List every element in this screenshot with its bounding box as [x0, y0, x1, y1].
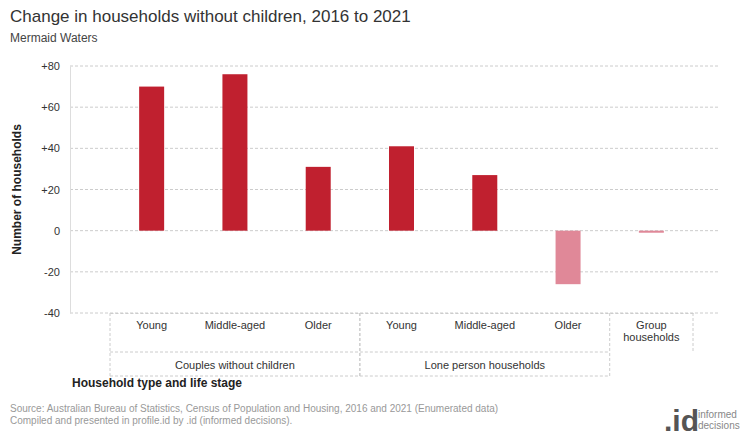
y-tick-label: -40 — [44, 307, 60, 319]
bar — [639, 231, 664, 233]
grid-line — [70, 271, 720, 272]
y-tick-label: -20 — [44, 266, 60, 278]
y-tick: -20 — [44, 266, 70, 278]
group-label: Lone person households — [425, 359, 546, 371]
group-divider — [359, 313, 360, 376]
y-tick-label: +40 — [41, 142, 60, 154]
title: Change in households without children, 2… — [10, 7, 411, 26]
x-tick: Older — [555, 313, 582, 331]
y-axis: +80 +60 +40 +20 0 -20 -40 — [41, 60, 70, 319]
y-tick: +60 — [41, 101, 70, 113]
x-tick: Young — [386, 313, 417, 331]
y-tick: 0 — [54, 225, 70, 237]
y-tick: +40 — [41, 142, 70, 154]
x-tick: Middle-aged — [455, 313, 516, 331]
x-axis-line — [111, 313, 694, 314]
x-tick-label: Older — [305, 319, 332, 331]
x-tick-label: Middle-aged — [205, 319, 266, 331]
source: Compiled and presented in profile.id by … — [10, 415, 292, 426]
y-tick: +20 — [41, 184, 70, 196]
x-tick: Young — [136, 313, 167, 331]
group-divider — [359, 313, 360, 376]
bar — [472, 175, 497, 231]
group-divider — [693, 313, 694, 352]
x-tick: Older — [305, 313, 332, 331]
x-tick-label: Grouphouseholds — [623, 319, 680, 343]
chart: Change in households without children, 2… — [0, 0, 740, 440]
group-divider — [360, 376, 610, 377]
x-tick-label: Young — [386, 319, 417, 331]
x-tick-label: Middle-aged — [455, 319, 516, 331]
logo-text: decisions — [698, 420, 740, 431]
grid — [70, 66, 720, 313]
bar — [389, 146, 414, 230]
x-tick-label: Young — [136, 319, 167, 331]
grid-line — [70, 313, 720, 314]
bars — [139, 74, 664, 284]
group-divider — [609, 313, 610, 376]
x-axis: Young Middle-aged Older Young Middle-aged Old… — [111, 313, 694, 343]
y-axis-title: Number of households — [10, 124, 24, 255]
subtitle: Mermaid Waters — [10, 31, 98, 45]
group-divider — [110, 352, 360, 353]
y-axis-line — [70, 67, 71, 314]
bar — [139, 87, 164, 231]
y-tick-label: +20 — [41, 184, 60, 196]
bar — [306, 167, 331, 231]
grid-line — [70, 66, 720, 67]
x-tick: Middle-aged — [205, 313, 266, 331]
x-axis-title: Household type and life stage — [72, 376, 242, 390]
y-tick: +80 — [41, 60, 70, 72]
group-divider — [360, 352, 610, 353]
bar — [222, 74, 247, 230]
group-label: Couples without children — [175, 359, 295, 371]
x-tick: Grouphouseholds — [623, 313, 680, 343]
y-tick-label: +60 — [41, 101, 60, 113]
logo-text: informed — [698, 409, 737, 420]
group-divider — [110, 313, 111, 376]
logo-mark: .id — [664, 404, 699, 437]
x-tick-label: Older — [555, 319, 582, 331]
group-brackets — [110, 313, 693, 376]
source: Source: Australian Bureau of Statistics,… — [10, 403, 498, 414]
y-tick-label: +80 — [41, 60, 60, 72]
y-tick: -40 — [44, 307, 70, 319]
grid-line — [70, 107, 720, 108]
bar — [556, 231, 581, 285]
y-tick-label: 0 — [54, 225, 60, 237]
